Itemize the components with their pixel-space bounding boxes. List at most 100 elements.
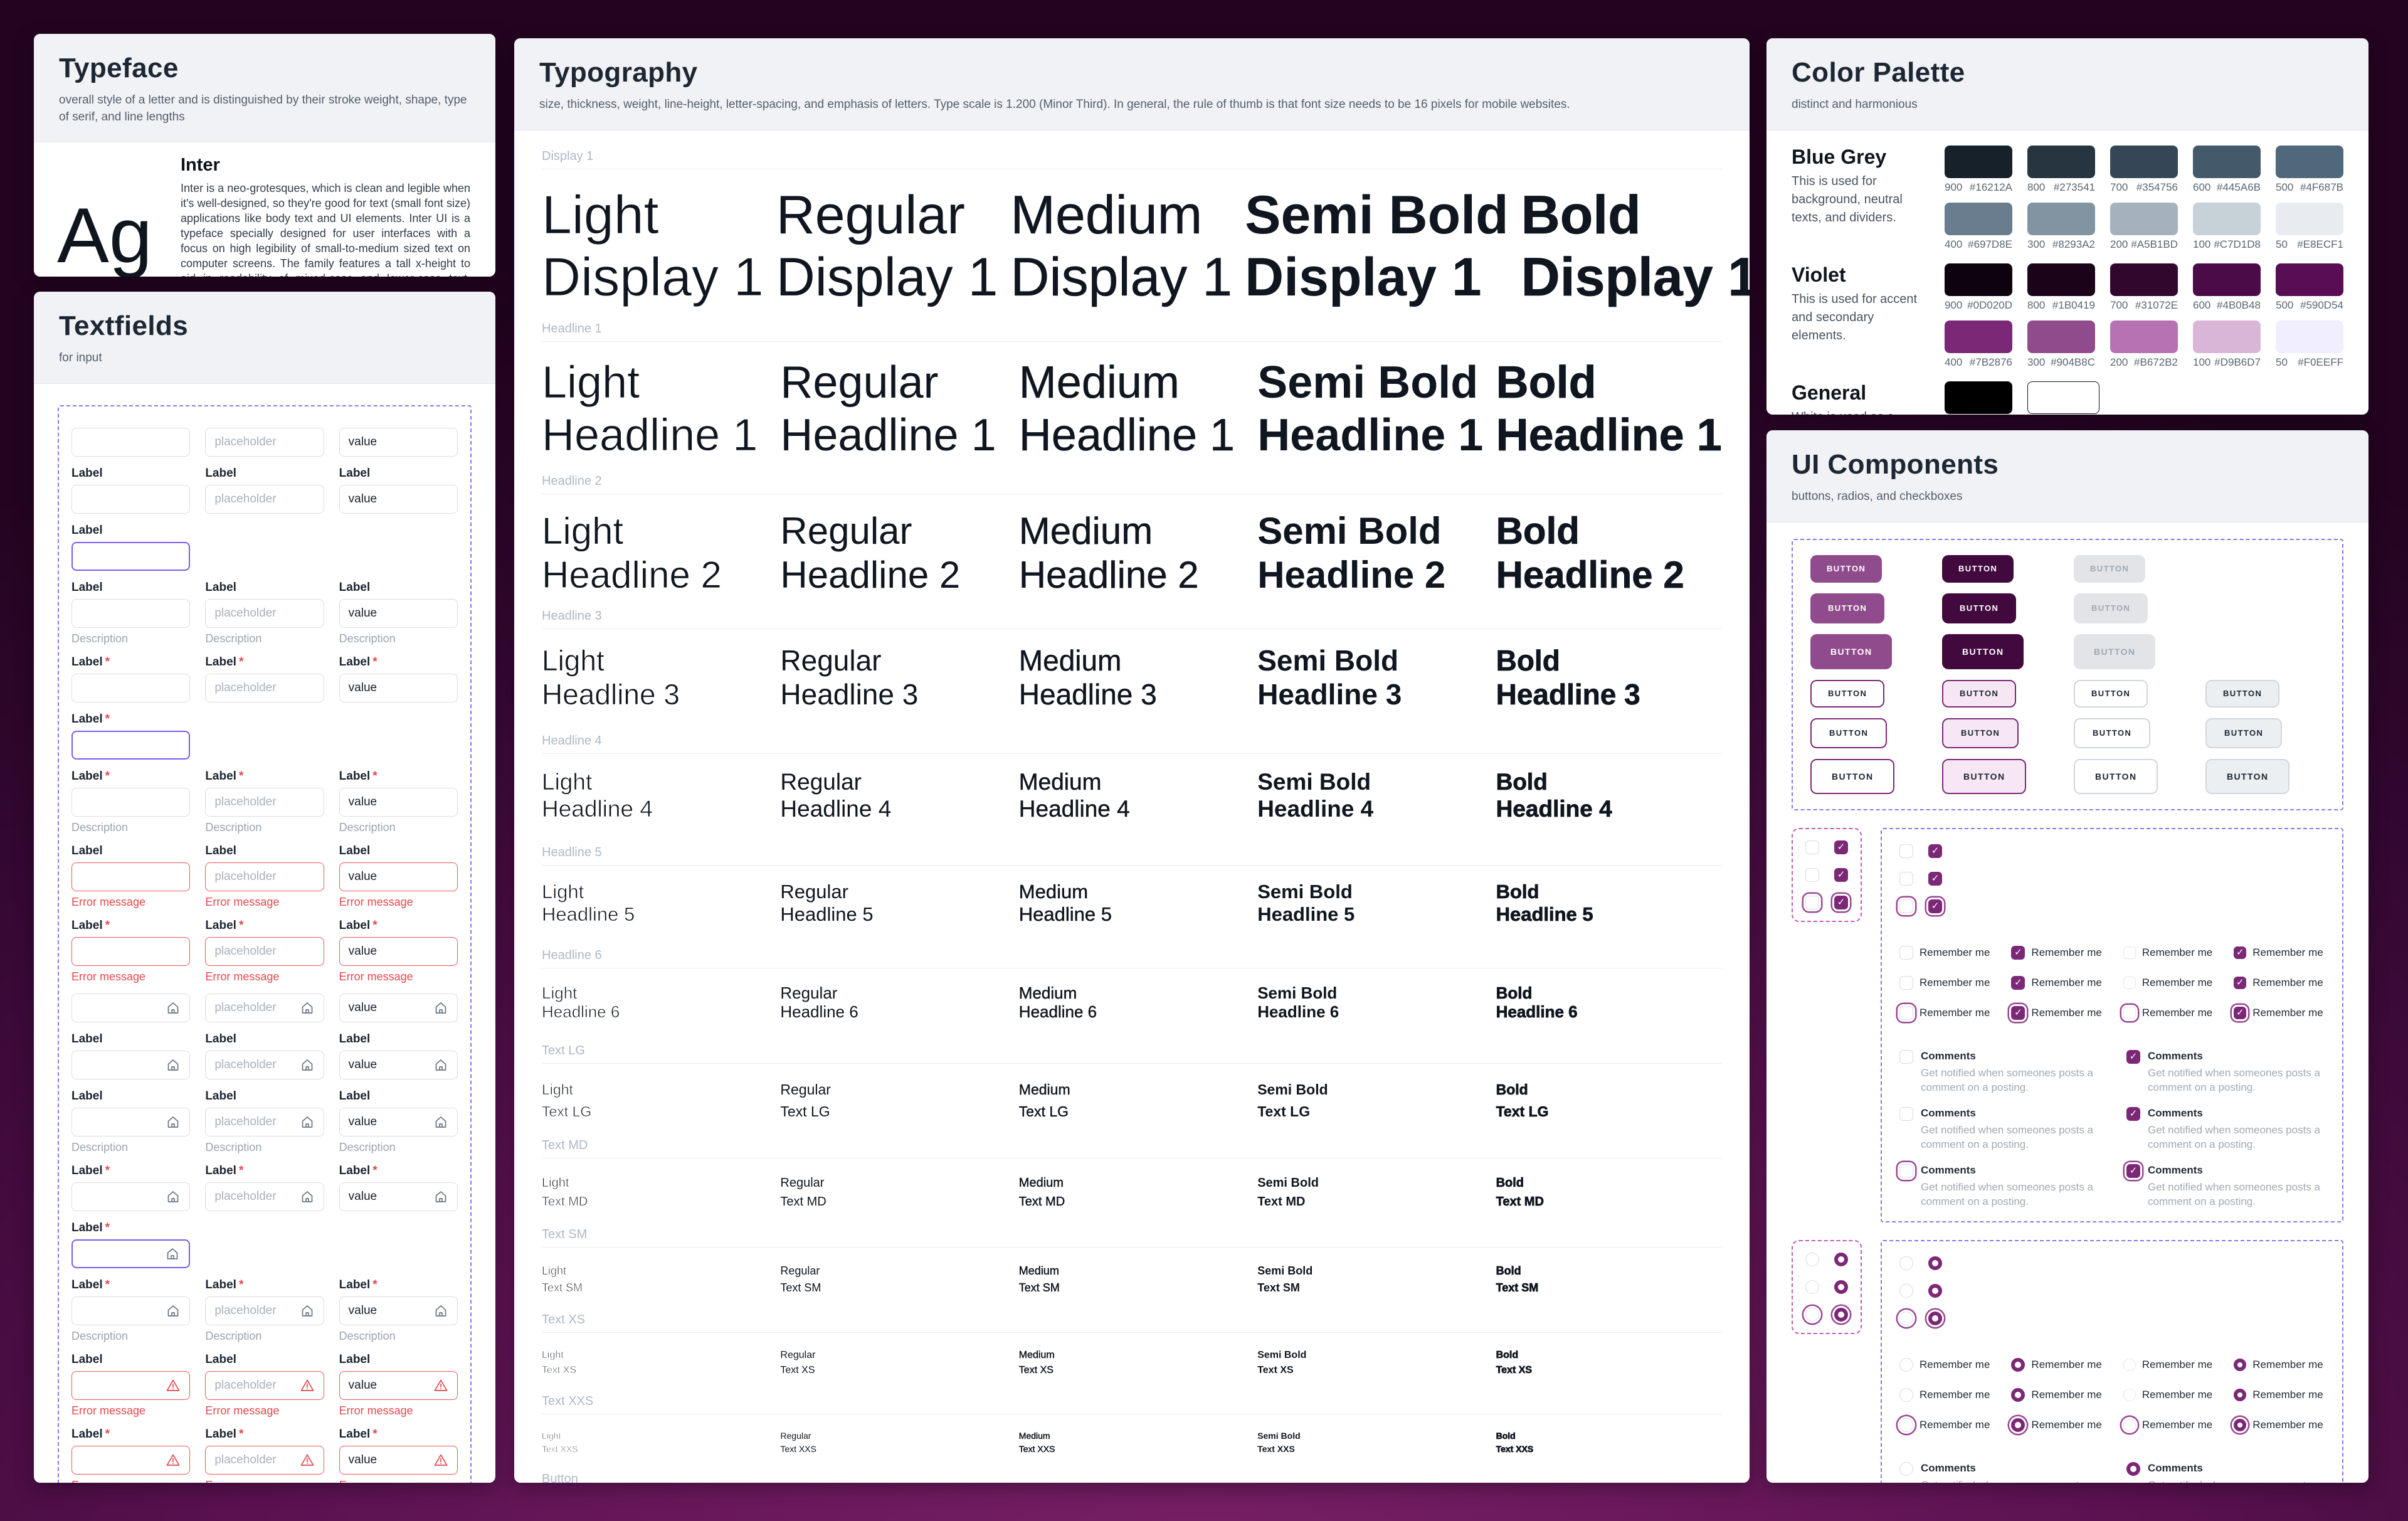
text-input[interactable]: value: [339, 1107, 458, 1137]
button-outline[interactable]: BUTTON: [1810, 718, 1888, 748]
text-input[interactable]: [71, 1239, 191, 1268]
checkbox-checked[interactable]: ✓: [2011, 1005, 2025, 1020]
button-dark[interactable]: BUTTON: [1942, 633, 2024, 669]
checkbox-checked[interactable]: ✓: [2126, 1049, 2140, 1064]
checkbox-checked[interactable]: ✓: [2011, 945, 2025, 960]
checkbox-checked[interactable]: ✓: [1834, 895, 1848, 909]
text-input[interactable]: [71, 862, 191, 891]
radio-button[interactable]: [1899, 1311, 1913, 1325]
radio-button[interactable]: [1899, 1283, 1913, 1298]
text-input[interactable]: [71, 1296, 191, 1325]
remember-me-option[interactable]: Remember me: [2011, 1357, 2102, 1372]
text-input[interactable]: value: [339, 427, 458, 457]
radio-button-checked[interactable]: [1928, 1311, 1942, 1325]
radio-button-checked[interactable]: [1928, 1283, 1942, 1298]
text-input[interactable]: placeholder: [205, 1107, 324, 1137]
radio-button[interactable]: [1899, 1418, 1913, 1432]
comments-option[interactable]: Comments Get notified when someones posts…: [1899, 1461, 2098, 1483]
text-input[interactable]: value: [339, 1370, 458, 1400]
radio-button[interactable]: [1805, 1252, 1819, 1266]
text-input[interactable]: placeholder: [205, 427, 324, 457]
radio-button-checked[interactable]: [1834, 1252, 1848, 1266]
text-input[interactable]: value: [339, 484, 458, 514]
text-input[interactable]: [71, 1050, 191, 1079]
radio-button[interactable]: [1899, 1357, 1913, 1372]
radio-button-checked[interactable]: [1834, 1280, 1848, 1294]
text-input[interactable]: [71, 484, 191, 514]
radio-button[interactable]: [1899, 1256, 1913, 1270]
remember-me-option[interactable]: Remember me: [1899, 975, 1990, 990]
text-input[interactable]: [71, 1445, 191, 1475]
checkbox-checked[interactable]: ✓: [2126, 1163, 2140, 1178]
text-input[interactable]: [71, 1370, 191, 1400]
comments-option[interactable]: Comments Get notified when someones posts…: [1899, 1049, 2098, 1094]
checkbox[interactable]: [1899, 1106, 1913, 1121]
remember-me-option[interactable]: ✓ Remember me: [2234, 946, 2323, 960]
text-input[interactable]: [71, 1182, 191, 1211]
radio-button-checked[interactable]: [2234, 1358, 2247, 1371]
checkbox[interactable]: [1805, 840, 1819, 854]
button-outline[interactable]: BUTTON: [1810, 679, 1885, 708]
checkbox-checked[interactable]: ✓: [1834, 840, 1848, 854]
remember-me-option[interactable]: Remember me: [2123, 1006, 2212, 1020]
text-input[interactable]: placeholder: [205, 936, 324, 966]
radio-button[interactable]: [1805, 1307, 1819, 1322]
button-dark[interactable]: BUTTON: [1942, 593, 2017, 623]
remember-me-option[interactable]: Remember me: [2123, 976, 2212, 990]
radio-button-checked[interactable]: [2234, 1418, 2247, 1431]
radio-button-checked[interactable]: [2011, 1418, 2025, 1432]
text-input[interactable]: [71, 541, 191, 571]
remember-me-option[interactable]: Remember me: [2011, 1418, 2102, 1432]
text-input[interactable]: [71, 673, 191, 702]
checkbox[interactable]: [1805, 895, 1819, 909]
remember-me-option[interactable]: Remember me: [1899, 945, 1990, 960]
checkbox-checked[interactable]: ✓: [2011, 975, 2025, 990]
button-outline[interactable]: BUTTON: [1810, 758, 1895, 794]
checkbox-checked[interactable]: ✓: [1928, 899, 1942, 913]
text-input[interactable]: [71, 993, 191, 1022]
checkbox-checked[interactable]: ✓: [2126, 1106, 2140, 1121]
checkbox[interactable]: [1899, 975, 1913, 990]
text-input[interactable]: value: [339, 787, 458, 817]
radio-button[interactable]: [2123, 1388, 2136, 1401]
text-input[interactable]: [71, 787, 191, 817]
remember-me-option[interactable]: Remember me: [2123, 946, 2212, 960]
text-input[interactable]: [71, 936, 191, 966]
radio-button[interactable]: [1899, 1461, 1913, 1476]
remember-me-option[interactable]: ✓ Remember me: [2011, 975, 2102, 990]
text-input[interactable]: [71, 730, 191, 760]
comments-option[interactable]: Comments Get notified when someones posts…: [1899, 1163, 2098, 1209]
remember-me-option[interactable]: ✓ Remember me: [2234, 1006, 2323, 1020]
checkbox[interactable]: [1899, 899, 1913, 913]
text-input[interactable]: value: [339, 673, 458, 702]
button-ghost[interactable]: BUTTON: [2074, 679, 2148, 708]
remember-me-option[interactable]: ✓ Remember me: [2011, 945, 2102, 960]
button-primary[interactable]: BUTTON: [1810, 554, 1883, 583]
text-input[interactable]: value: [339, 1182, 458, 1211]
button-tint[interactable]: BUTTON: [1942, 758, 2027, 794]
text-input[interactable]: placeholder: [205, 993, 324, 1022]
text-input[interactable]: [71, 1107, 191, 1137]
remember-me-option[interactable]: Remember me: [2234, 1388, 2323, 1402]
radio-button-checked[interactable]: [2011, 1387, 2025, 1402]
remember-me-option[interactable]: Remember me: [2234, 1358, 2323, 1372]
radio-button-checked[interactable]: [2234, 1388, 2247, 1401]
text-input[interactable]: placeholder: [205, 673, 324, 702]
button-tint[interactable]: BUTTON: [1942, 679, 2017, 708]
remember-me-option[interactable]: Remember me: [1899, 1387, 1990, 1402]
checkbox-checked[interactable]: ✓: [2234, 946, 2247, 959]
checkbox[interactable]: [1899, 1163, 1913, 1178]
button-ghost[interactable]: BUTTON: [2074, 718, 2151, 748]
checkbox-checked[interactable]: ✓: [1834, 867, 1848, 882]
text-input[interactable]: placeholder: [205, 1296, 324, 1325]
text-input[interactable]: placeholder: [205, 1370, 324, 1400]
text-input[interactable]: value: [339, 1445, 458, 1475]
text-input[interactable]: value: [339, 1296, 458, 1325]
radio-button-checked[interactable]: [2011, 1357, 2025, 1372]
text-input[interactable]: placeholder: [205, 787, 324, 817]
comments-option[interactable]: ✓ Comments Get notified when someones post…: [2126, 1049, 2325, 1094]
button-ghost[interactable]: BUTTON: [2074, 758, 2158, 794]
remember-me-option[interactable]: Remember me: [2123, 1388, 2212, 1402]
remember-me-option[interactable]: Remember me: [1899, 1357, 1990, 1372]
checkbox-checked[interactable]: ✓: [1928, 871, 1942, 886]
